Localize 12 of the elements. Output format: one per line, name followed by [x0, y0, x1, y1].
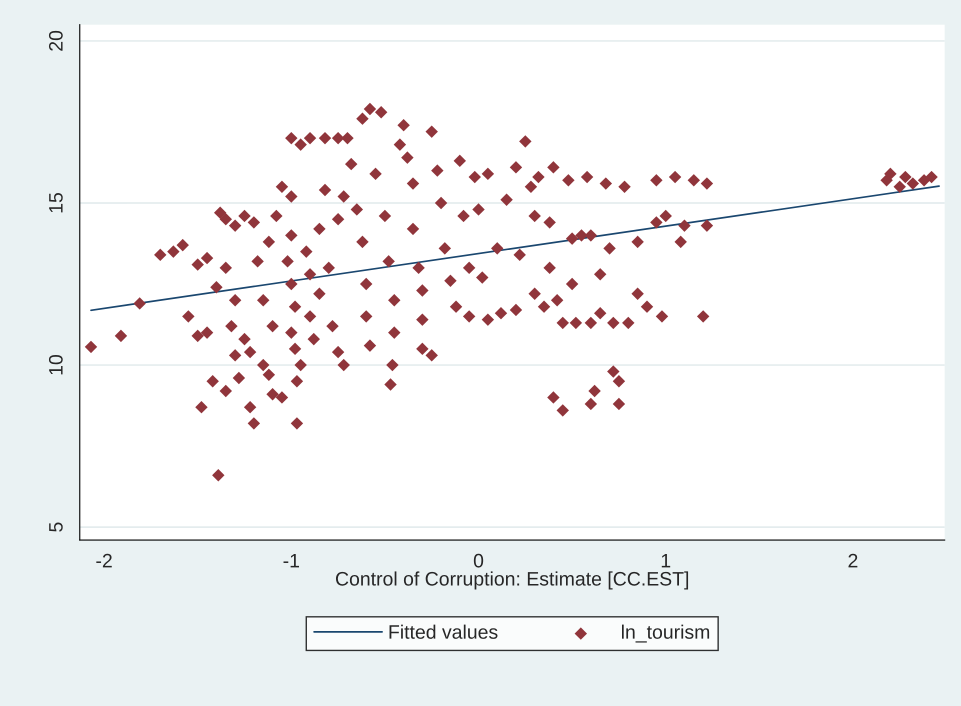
legend-label: Fitted values [390, 624, 498, 639]
y-tick-label: 10 [48, 355, 63, 374]
x-tick-label: -1 [284, 554, 300, 568]
y-tick-label: 5 [49, 522, 63, 532]
x-axis-title: Control of Corruption: Estimate [CC.EST] [336, 571, 688, 590]
x-tick-label: 2 [848, 554, 858, 568]
x-tick-label: -2 [96, 554, 112, 568]
x-tick-label: 0 [474, 554, 484, 568]
legend-label: ln_tourism [622, 624, 710, 643]
y-tick-label: 15 [49, 192, 63, 212]
x-tick-label: 1 [662, 554, 670, 568]
y-tick-label: 20 [48, 30, 63, 51]
